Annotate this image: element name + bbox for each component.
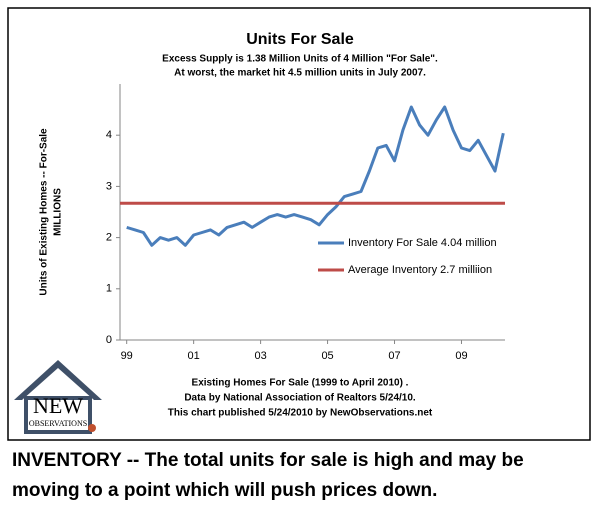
y-tick-label: 4 bbox=[106, 129, 112, 141]
logo-text: NEW bbox=[33, 393, 83, 418]
y-tick-label: 0 bbox=[106, 334, 112, 346]
y-tick-label: 3 bbox=[106, 180, 112, 192]
y-tick-label: 1 bbox=[106, 283, 112, 295]
x-tick-label: 05 bbox=[321, 350, 333, 362]
chart-border bbox=[7, 7, 591, 441]
chart-title: Units For Sale bbox=[246, 31, 354, 48]
note: This chart published 5/24/2010 by NewObs… bbox=[168, 408, 433, 419]
logo-dot bbox=[88, 424, 96, 432]
y-axis-label: MILLIONS bbox=[53, 188, 64, 236]
y-tick-label: 2 bbox=[106, 232, 112, 244]
legend-label: Inventory For Sale 4.04 million bbox=[348, 237, 497, 249]
logo-roof bbox=[14, 360, 102, 400]
x-tick-label: 07 bbox=[388, 350, 400, 362]
x-tick-label: 03 bbox=[254, 350, 266, 362]
series-line bbox=[126, 105, 505, 247]
logo-house bbox=[24, 396, 92, 434]
note: Existing Homes For Sale (1999 to April 2… bbox=[192, 378, 409, 389]
x-tick-label: 09 bbox=[455, 350, 467, 362]
x-tick-label: 01 bbox=[188, 350, 200, 362]
subtitle: Excess Supply is 1.38 Million Units of 4… bbox=[162, 54, 438, 65]
x-tick-label: 99 bbox=[121, 350, 133, 362]
chart: Units For Sale Excess Supply is 1.38 Mil… bbox=[7, 7, 591, 441]
logo-subtext: OBSERVATIONS bbox=[29, 419, 87, 428]
caption: INVENTORY -- The total units for sale is… bbox=[12, 450, 524, 501]
legend-label: Average Inventory 2.7 milliion bbox=[348, 264, 492, 276]
note: Data by National Association of Realtors… bbox=[184, 393, 416, 404]
subtitle: At worst, the market hit 4.5 million uni… bbox=[174, 68, 426, 79]
logo: NEW OBSERVATIONS bbox=[14, 360, 102, 434]
y-axis-label: Units of Existing Homes -- For-Sale bbox=[39, 128, 50, 296]
